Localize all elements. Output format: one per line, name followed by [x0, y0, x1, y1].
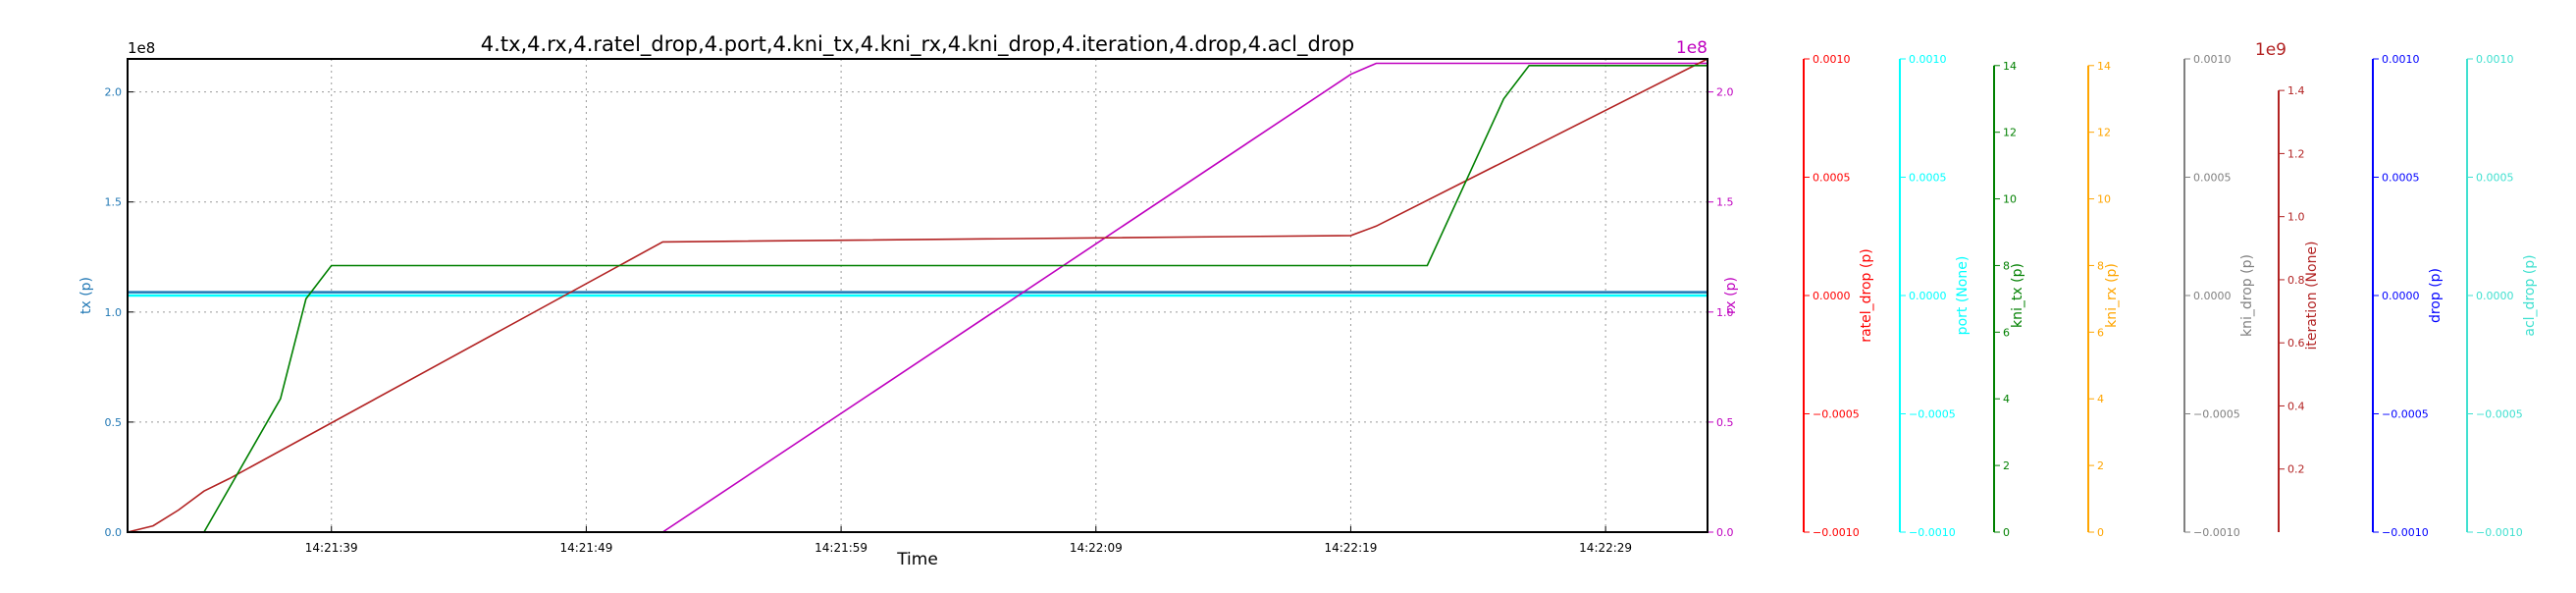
rx-tick-label: 0.5 [1716, 416, 1734, 429]
kni_tx-tick-label: 4 [2003, 393, 2010, 405]
acl_drop-tick-label: −0.0010 [2476, 526, 2523, 539]
rx-tick-label: 1.5 [1716, 196, 1734, 209]
iteration-tick-label: 0.8 [2287, 274, 2305, 287]
drop-axis-label: drop (p) [2428, 268, 2444, 323]
kni_drop-tick-label: 0.0005 [2193, 172, 2232, 185]
ratel_drop-axis-label: ratel_drop (p) [1859, 248, 1874, 342]
iteration-tick-label: 0.4 [2287, 400, 2305, 412]
port-tick-label: 0.0000 [1909, 290, 1947, 302]
iteration-tick-label: 0.2 [2287, 463, 2305, 476]
port-tick-label: 0.0010 [1909, 53, 1947, 66]
tx-axis-label: tx (p) [79, 277, 94, 314]
kni_tx-axis-label: kni_tx (p) [2010, 263, 2025, 328]
series-layer [127, 58, 1709, 533]
x-tick-label: 14:21:49 [559, 541, 612, 555]
acl_drop-axis-label: acl_drop (p) [2522, 254, 2538, 336]
iteration-tick-label: 1.0 [2287, 211, 2305, 224]
kni_tx-tick-label: 0 [2003, 526, 2010, 539]
port-tick-label: −0.0005 [1909, 408, 1956, 421]
drop-tick-label: −0.0010 [2382, 526, 2429, 539]
kni_rx-tick-label: 0 [2097, 526, 2104, 539]
kni_tx-tick-label: 8 [2003, 259, 2010, 272]
x-tick-label: 14:22:29 [1579, 541, 1632, 555]
kni_rx-tick-label: 10 [2097, 193, 2111, 206]
port-tick-label: −0.0010 [1909, 526, 1956, 539]
chart-title: 4.tx,4.rx,4.ratel_drop,4.port,4.kni_tx,4… [481, 32, 1354, 57]
kni_drop-axis-label: kni_drop (p) [2239, 254, 2255, 337]
tx-tick-label: 0.0 [105, 526, 123, 539]
iteration-tick-label: 0.6 [2287, 337, 2305, 350]
port-axis-label: port (None) [1955, 256, 1971, 336]
tx-scale-text: 1e8 [128, 39, 155, 57]
acl_drop-tick-label: 0.0005 [2476, 172, 2514, 185]
drop-tick-label: −0.0005 [2382, 408, 2429, 421]
kni_tx-series-line [128, 65, 1708, 533]
acl_drop-tick-label: −0.0005 [2476, 408, 2523, 421]
iteration-tick-label: 1.4 [2287, 84, 2305, 97]
port-tick-label: 0.0005 [1909, 172, 1947, 185]
x-tick-label: 14:21:39 [305, 541, 358, 555]
acl_drop-tick-label: 0.0010 [2476, 53, 2514, 66]
tx-tick-label: 0.5 [105, 416, 123, 429]
x-tick-label: 14:21:59 [815, 541, 867, 555]
rx-tick-label: 1.0 [1716, 306, 1734, 319]
iteration-scale-text: 1e9 [2255, 40, 2287, 60]
drop-tick-label: 0.0010 [2382, 53, 2420, 66]
rx-tick-label: 2.0 [1716, 86, 1734, 99]
kni_rx-tick-label: 2 [2097, 459, 2104, 472]
kni_drop-tick-label: −0.0010 [2193, 526, 2240, 539]
rx-tick-label: 0.0 [1716, 526, 1734, 539]
drop-tick-label: 0.0005 [2382, 172, 2420, 185]
iteration-tick-label: 1.2 [2287, 147, 2305, 160]
kni_tx-tick-label: 10 [2003, 193, 2017, 206]
ratel_drop-tick-label: 0.0000 [1813, 290, 1851, 302]
rx-axis-label: rx (p) [1723, 277, 1739, 314]
kni_drop-tick-label: 0.0000 [2193, 290, 2232, 302]
rx-scale-text: 1e8 [1676, 38, 1708, 58]
kni_tx-tick-label: 6 [2003, 326, 2010, 339]
kni_rx-tick-label: 4 [2097, 393, 2104, 405]
kni_rx-tick-label: 8 [2097, 259, 2104, 272]
kni_rx-tick-label: 6 [2097, 326, 2104, 339]
ratel_drop-tick-label: −0.0010 [1813, 526, 1860, 539]
kni_drop-tick-label: 0.0010 [2193, 53, 2232, 66]
ratel_drop-tick-label: 0.0010 [1813, 53, 1851, 66]
axes-layer: 14:21:39 14:21:49 14:21:59 14:22:09 14:22:19… [79, 38, 2538, 555]
kni_rx-tick-label: 12 [2097, 127, 2111, 139]
rx-series-line [128, 62, 1708, 533]
kni_tx-tick-label: 2 [2003, 459, 2010, 472]
ratel_drop-tick-label: 0.0005 [1813, 172, 1851, 185]
kni_tx-tick-label: 14 [2003, 60, 2017, 73]
acl_drop-tick-label: 0.0000 [2476, 290, 2514, 302]
tx-tick-label: 1.0 [105, 306, 123, 319]
x-tick-label: 14:22:09 [1070, 541, 1123, 555]
kni_tx-tick-label: 12 [2003, 127, 2017, 139]
plot-frame [127, 58, 1709, 533]
kni_drop-tick-label: −0.0005 [2193, 408, 2240, 421]
ratel_drop-tick-label: −0.0005 [1813, 408, 1860, 421]
kni_rx-axis-label: kni_rx (p) [2104, 263, 2120, 328]
x-axis-label: Time [896, 550, 938, 569]
tx-tick-label: 1.5 [105, 196, 123, 209]
x-tick-label: 14:22:19 [1324, 541, 1377, 555]
iteration-series-line [127, 58, 1709, 533]
kni_rx-tick-label: 14 [2097, 60, 2111, 73]
iteration-axis-label: iteration (None) [2304, 241, 2320, 350]
tx-tick-label: 2.0 [105, 86, 123, 99]
drop-tick-label: 0.0000 [2382, 290, 2420, 302]
